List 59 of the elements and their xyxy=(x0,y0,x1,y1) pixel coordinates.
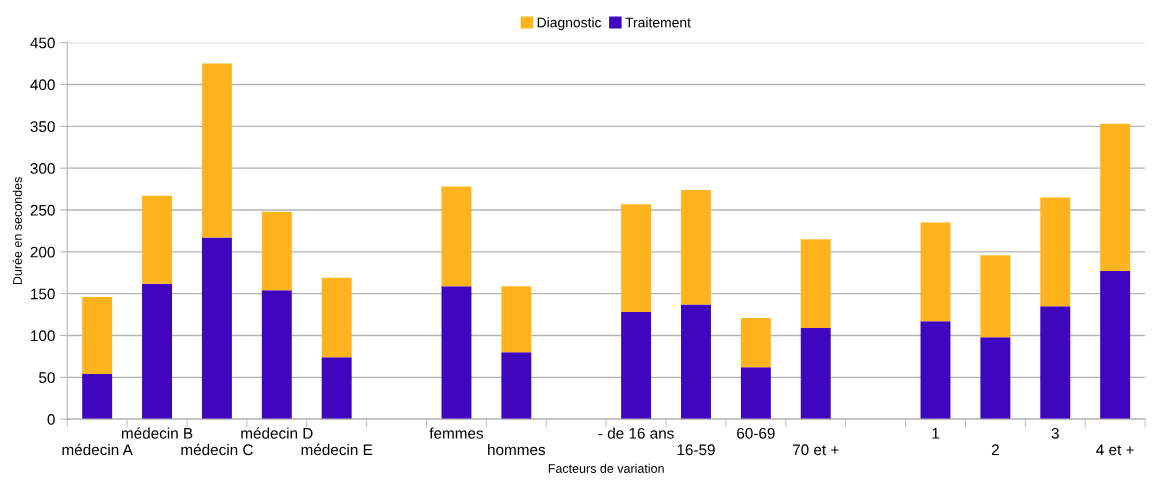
y-tick-label: 350 xyxy=(30,121,55,133)
bar xyxy=(1100,271,1131,420)
x-tick-label: 4 et + xyxy=(1096,444,1134,456)
bar xyxy=(621,312,652,420)
x-tick-label: médecin A xyxy=(62,443,133,456)
bar xyxy=(321,277,352,358)
bar xyxy=(1040,306,1071,420)
x-tick-label: - de 16 ans xyxy=(598,427,674,439)
bar xyxy=(261,290,292,420)
x-tick-label: 70 et + xyxy=(792,444,839,456)
bar xyxy=(201,237,232,420)
bar xyxy=(681,189,711,305)
y-tick-label: 0 xyxy=(47,414,55,425)
x-tick-label: femmes xyxy=(429,427,484,439)
bar xyxy=(980,337,1011,420)
y-tick-label: 400 xyxy=(30,79,55,91)
bar xyxy=(142,195,173,284)
legend-label: Traitement xyxy=(625,17,691,28)
x-tick-label: médecin E xyxy=(301,443,373,456)
x-tick-label: médecin B xyxy=(121,427,193,439)
bar xyxy=(142,283,173,420)
bar xyxy=(201,63,232,238)
y-axis-title: Durée en secondes xyxy=(12,177,22,285)
legend-label: Diagnostic xyxy=(537,17,602,31)
x-tick-label: 3 xyxy=(1051,427,1059,439)
bar xyxy=(441,186,472,287)
bar xyxy=(980,255,1011,338)
x-axis-title: Facteurs de variation xyxy=(548,463,664,473)
bar xyxy=(1040,197,1071,307)
bar xyxy=(501,286,532,353)
bar xyxy=(1100,123,1131,272)
y-tick-label: 300 xyxy=(30,163,55,174)
y-tick-label: 200 xyxy=(30,246,55,258)
y-tick-label: 50 xyxy=(39,372,55,384)
bar xyxy=(740,367,771,420)
bar xyxy=(800,239,831,328)
bar xyxy=(920,222,951,322)
x-tick-label: médecin D xyxy=(241,427,313,439)
x-tick-label: 16-59 xyxy=(677,444,715,456)
x-tick-label: 1 xyxy=(932,428,940,439)
y-tick-label: 100 xyxy=(31,330,55,342)
bar xyxy=(441,286,472,420)
x-tick-label: médecin C xyxy=(181,443,253,456)
y-tick-label: 150 xyxy=(31,288,55,300)
bar xyxy=(501,352,532,420)
bar xyxy=(621,204,652,313)
bar xyxy=(82,373,113,420)
x-tick-label: hommes xyxy=(488,443,546,456)
bar xyxy=(321,357,352,420)
bar xyxy=(261,211,292,291)
y-tick-label: 450 xyxy=(30,37,55,49)
x-tick-label: 60-69 xyxy=(737,427,775,439)
bar xyxy=(920,321,951,420)
bar xyxy=(740,317,771,368)
y-tick-label: 250 xyxy=(30,204,55,216)
bar xyxy=(82,297,113,374)
bar xyxy=(800,327,831,420)
bar xyxy=(681,304,711,420)
x-tick-label: 2 xyxy=(991,444,999,456)
